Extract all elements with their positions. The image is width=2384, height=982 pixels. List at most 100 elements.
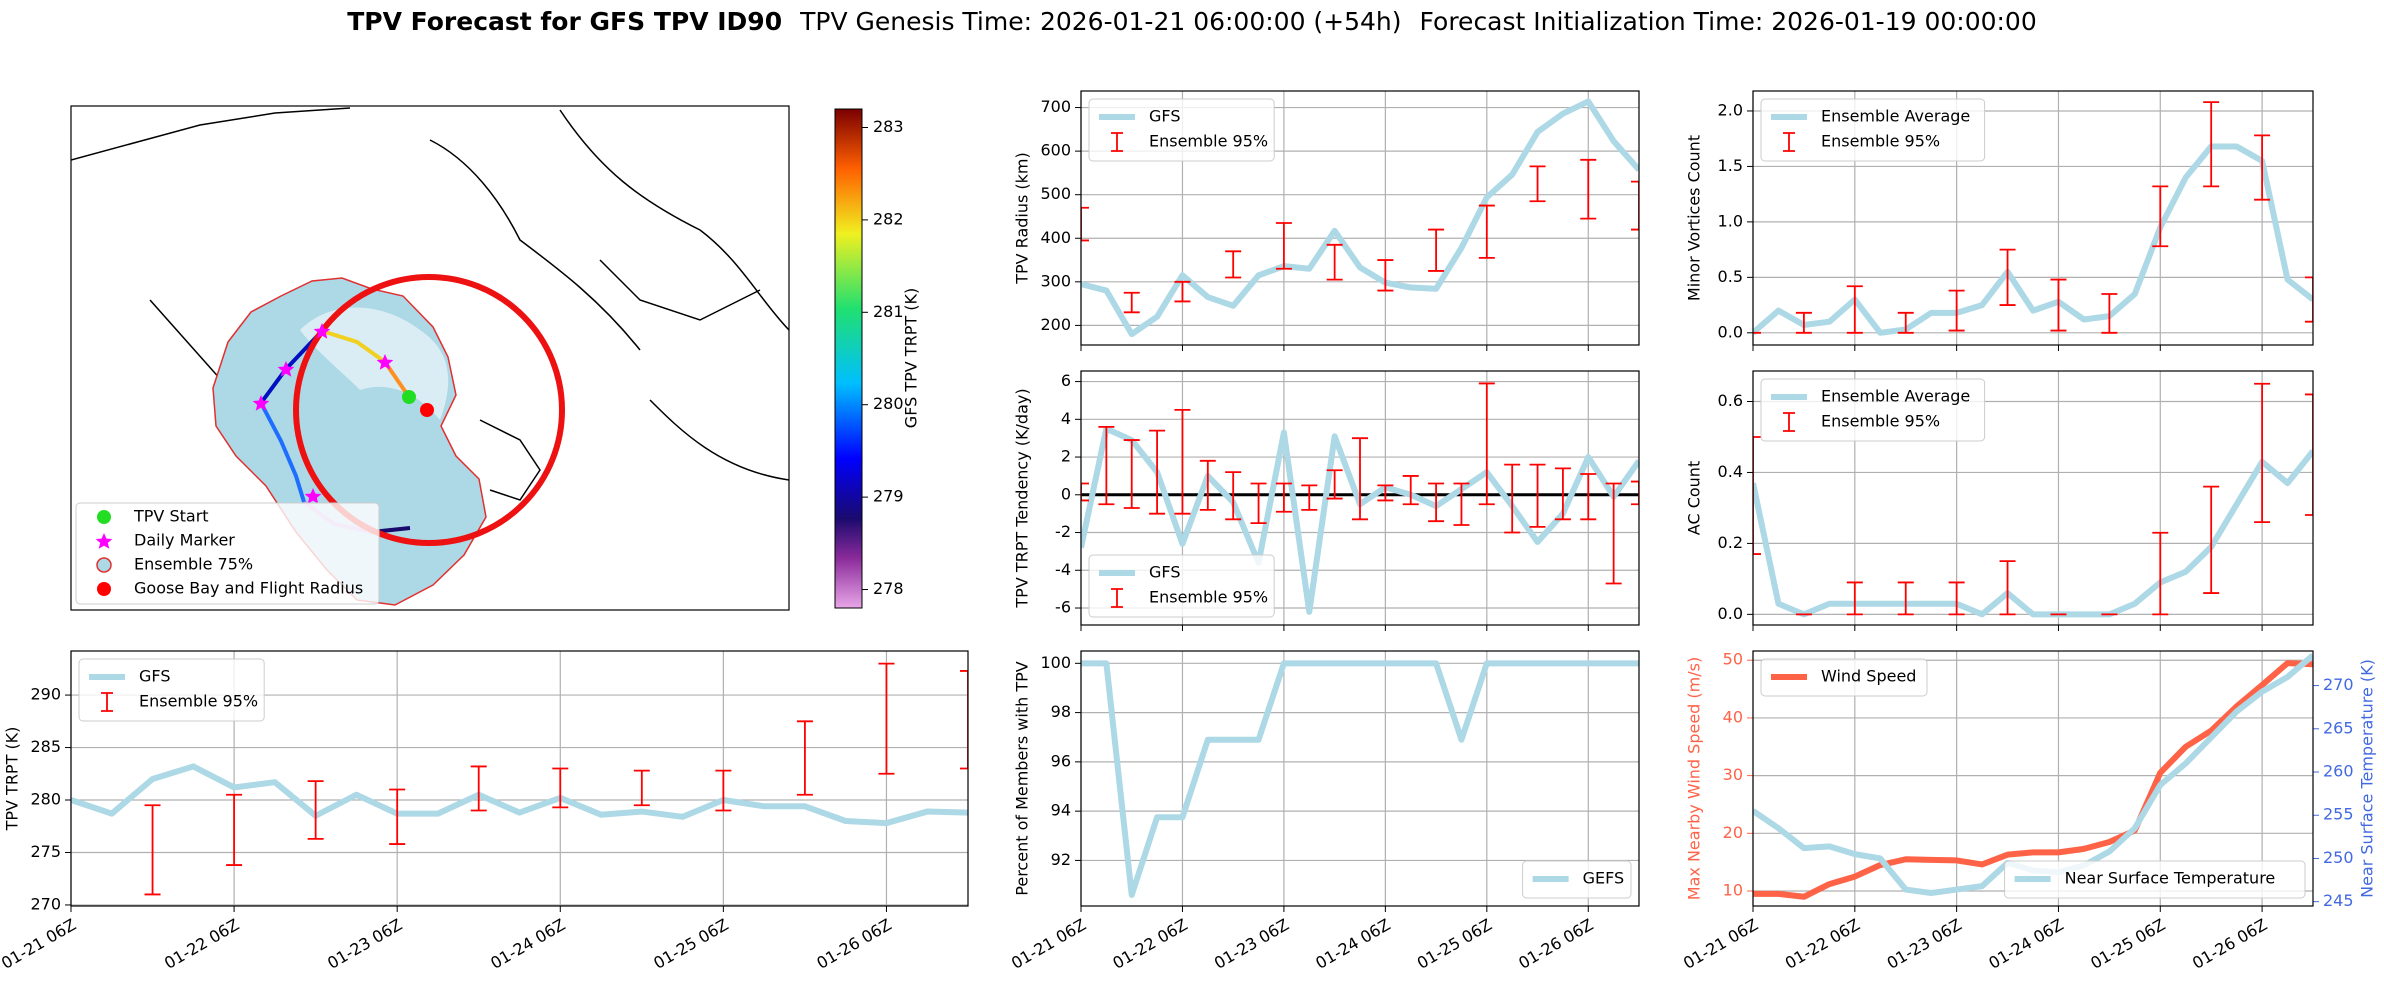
legend-swatch: [101, 692, 113, 712]
daily-marker: [376, 354, 394, 370]
error-bar: [1605, 482, 1622, 585]
series-line: [1081, 660, 1639, 898]
error-bar: [1123, 439, 1140, 509]
legend-box: [2004, 860, 2306, 899]
colorbar-tick-label: 278: [873, 579, 904, 598]
series-line: [1753, 660, 2313, 900]
legend-box: [1760, 378, 1986, 442]
flight-radius: [293, 274, 565, 546]
legend-swatch: [1111, 132, 1123, 152]
plot-area: [71, 662, 968, 896]
error-bar: [2254, 382, 2271, 524]
colorbar-tick-label: 283: [873, 117, 904, 136]
y2-tick-label: 260: [2323, 762, 2354, 781]
error-bar: [1250, 482, 1267, 524]
error-bar: [2203, 101, 2220, 188]
error-bar: [552, 767, 569, 809]
y2-tick-label: 270: [2323, 675, 2354, 694]
error-bar: [2305, 276, 2313, 323]
error-bar: [1225, 471, 1242, 521]
error-bar: [1846, 581, 1863, 616]
colorbar-tick-label: 280: [873, 394, 904, 413]
y-axis-label: TPV TRPT Tendency (K/day): [1013, 388, 1032, 608]
legend-swatch: [1783, 412, 1795, 432]
y-axis-label: TPV Radius (km): [1013, 152, 1032, 285]
error-bar: [1149, 429, 1166, 515]
axes-frame: [1752, 370, 2314, 626]
y-tick-label: 30: [1723, 765, 1743, 784]
legend-label: GFS: [1149, 563, 1180, 582]
error-bar: [1631, 180, 1639, 231]
axes: 200 300 400 500 600 700 TPV Radius (km) GFS Ense…: [1013, 90, 1640, 351]
error-bar: [1199, 459, 1216, 511]
y-tick-label: 1.5: [1718, 156, 1743, 175]
y-axis-label: TPV TRPT (K): [3, 727, 22, 832]
error-bar: [1948, 289, 1965, 332]
x-tick-label: 01-22 06Z: [161, 915, 242, 973]
plot-area: [1081, 660, 1639, 898]
y-tick-label: 40: [1723, 707, 1743, 726]
error-bar: [1428, 482, 1445, 523]
error-bar: [2305, 393, 2313, 516]
title-init: Forecast Initialization Time: 2026-01-19…: [1420, 7, 2037, 36]
y-tick-label: 290: [30, 685, 61, 704]
error-bar: [1554, 467, 1571, 521]
y-tick-label: 270: [30, 894, 61, 913]
legend-label: Ensemble 95%: [1149, 588, 1268, 607]
axes: -6 -4 -2 0 2 4 6 TPV TRPT Tendency (K/day) GFS En…: [1013, 370, 1640, 631]
error-bar: [1846, 285, 1863, 334]
legend-marker: [96, 557, 112, 573]
x-tick-label: 01-25 06Z: [650, 915, 731, 973]
y-tick-label: 0.0: [1718, 604, 1743, 623]
legend-label: Ensemble 95%: [1149, 132, 1268, 151]
y-tick-label: 10: [1723, 881, 1743, 900]
x-tick-label: 01-24 06Z: [1985, 915, 2066, 973]
y-tick-label: 280: [30, 790, 61, 809]
plot-area: [1753, 101, 2313, 336]
daily-marker: [277, 361, 295, 377]
x-tick-label: 01-25 06Z: [2087, 915, 2168, 973]
y-tick-label: 92: [1051, 850, 1071, 869]
daily-marker: [313, 323, 331, 339]
error-bar: [1174, 408, 1191, 515]
error-bar: [1753, 436, 1761, 555]
y-axis-label: Minor Vortices Count: [1685, 135, 1704, 301]
x-tick-label: 01-21 06Z: [1680, 915, 1761, 973]
error-bar: [389, 788, 406, 845]
x-tick-label: 01-24 06Z: [487, 915, 568, 973]
error-bar: [1897, 581, 1914, 616]
y-tick-label: 0.2: [1718, 533, 1743, 552]
y-tick-label: 0: [1061, 484, 1071, 503]
error-bar: [307, 780, 324, 840]
error-bar: [1478, 382, 1495, 506]
legend-marker: [97, 510, 111, 524]
error-bar: [1897, 311, 1914, 334]
legend-label: Ensemble 75%: [134, 555, 253, 574]
y-tick-label: 285: [30, 737, 61, 756]
colorbar-tick-label: 282: [873, 209, 904, 228]
y-tick-label: -2: [1055, 522, 1071, 541]
error-bar: [144, 804, 161, 896]
legend-marker: [97, 582, 111, 596]
x-tick-label: 01-22 06Z: [1782, 915, 1863, 973]
y-tick-label: 1.0: [1718, 211, 1743, 230]
title-genesis: TPV Genesis Time: 2026-01-21 06:00:00 (+…: [799, 7, 1401, 36]
error-bar: [796, 720, 813, 796]
error-bar: [1999, 248, 2016, 306]
error-bar: [2101, 293, 2118, 334]
track: [321, 329, 387, 364]
legend-label: Ensemble Average: [1821, 387, 1970, 406]
x-tick-label: 01-21 06Z: [1008, 915, 1089, 973]
plot-area: [1081, 98, 1639, 338]
error-bar: [1948, 581, 1965, 616]
error-bar: [1326, 243, 1343, 281]
tpv-start: [402, 390, 416, 404]
y-tick-label: 98: [1051, 702, 1071, 721]
y2-tick-label: 265: [2323, 718, 2354, 737]
error-bar: [1301, 484, 1318, 511]
y2-tick-label: 250: [2323, 848, 2354, 867]
y-tick-label: 94: [1051, 801, 1071, 820]
error-bar: [1081, 482, 1089, 502]
axes-frame: [1080, 90, 1640, 346]
